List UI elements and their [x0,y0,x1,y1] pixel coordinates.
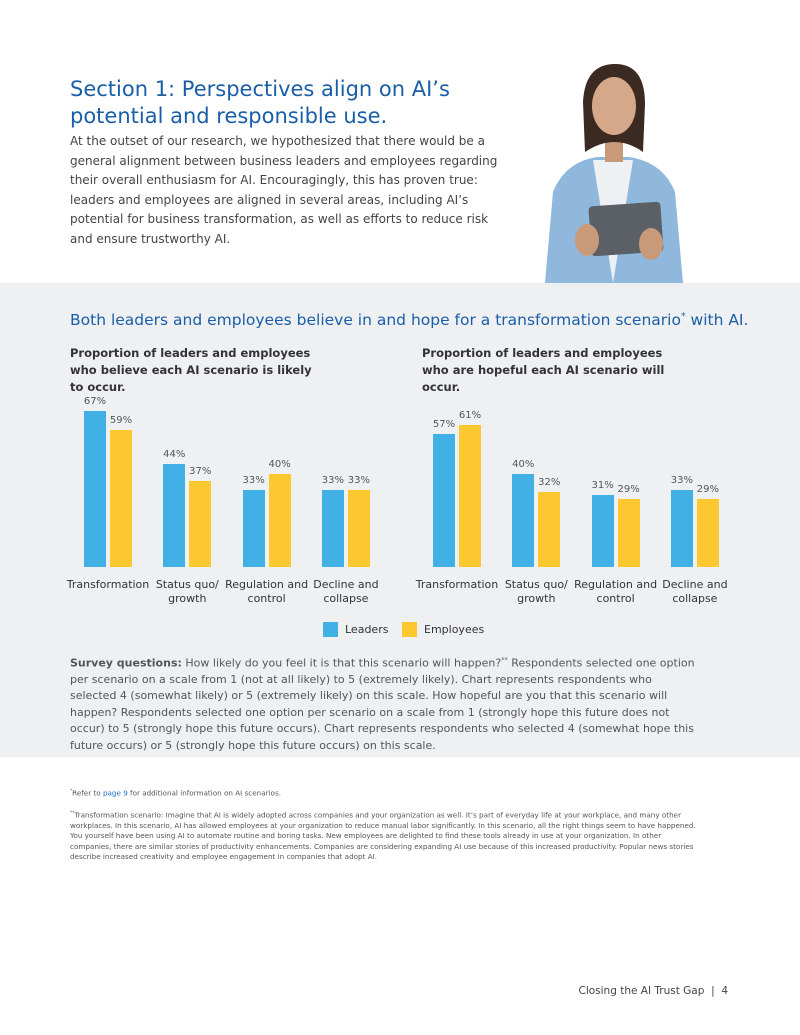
heading-text: with AI. [685,311,749,330]
footnote-mark: ** [70,811,75,816]
value-label: 31% [591,479,614,491]
value-label: 32% [538,477,561,489]
category-label: Status quo/ growth [504,578,568,605]
category-label: Status quo/ growth [155,578,219,605]
footnote-mark: * [70,789,73,794]
footer-title: Closing the AI Trust Gap [578,985,705,997]
bar [617,499,640,567]
legend-swatch [323,622,338,637]
value-label: 33% [670,475,693,487]
section-heading: Both leaders and employees believe in an… [70,311,770,329]
bar [670,490,693,567]
bar [347,490,370,567]
footnote: **Transformation scenario: Imagine that … [70,809,700,863]
photo [535,62,691,283]
value-label: 37% [189,465,212,477]
category-label: Transformation [415,578,499,591]
footnote-mark: ** [501,656,508,664]
chart-title: Proportion of leaders and employees who … [422,346,665,394]
footnote: *Refer to page 9 for additional informat… [70,787,700,799]
value-label: 40% [512,458,535,470]
value-label: 67% [83,395,107,407]
value-label: 33% [321,475,344,487]
footnote-text: Transformation scenario: Imagine that AI… [70,810,696,862]
legend-label: Leaders [345,623,389,636]
heading-text: Both leaders and employees believe in an… [70,311,681,330]
bar [268,473,291,567]
bar [242,490,265,567]
bar [696,499,719,567]
bar [591,494,614,567]
bar [433,434,455,567]
legend-swatch [402,622,417,637]
value-label: 61% [458,409,482,421]
value-label: 33% [347,475,370,487]
intro: At the outset of our research, we hypoth… [70,134,498,246]
value-label: 57% [432,419,456,431]
gray-band [0,283,800,757]
value-label: 29% [617,484,640,496]
category-label: Regulation and control [574,578,658,605]
chart-title: Proportion of leaders and employees who … [70,346,312,394]
footnote-text: for additional information on AI scenari… [127,788,281,798]
bar [459,424,481,567]
survey-text: How likely do you feel it is that this s… [181,656,502,670]
page-link[interactable]: page 9 [102,788,128,798]
value-label: 40% [268,458,291,470]
footnote-mark: * [680,311,686,322]
value-label: 59% [109,414,133,426]
category-label: Regulation and control [225,578,309,605]
survey-note: Survey questions: How likely do you feel… [70,652,695,754]
category-label: Transformation [66,578,150,591]
bar [512,473,535,567]
footnote-text: Refer to [72,788,103,798]
value-label: 44% [163,449,186,461]
footer: Closing the AI Trust Gap | 4 [578,985,729,997]
bar [189,480,212,567]
value-label: 33% [242,475,265,487]
bar [110,429,132,567]
page-number: 4 [721,985,728,997]
bar [163,464,186,567]
survey-label: Survey questions: [70,656,182,670]
legend-label: Employees [424,623,485,636]
bar [538,492,561,567]
value-label: 29% [696,484,719,496]
bar [321,490,344,567]
page-title: Section 1: Perspectives align on AI’s po… [70,77,450,128]
bar [84,410,106,567]
category-label: Decline and collapse [662,578,728,605]
category-label: Decline and collapse [313,578,379,605]
survey-text: Respondents selected one option per scen… [70,656,695,752]
